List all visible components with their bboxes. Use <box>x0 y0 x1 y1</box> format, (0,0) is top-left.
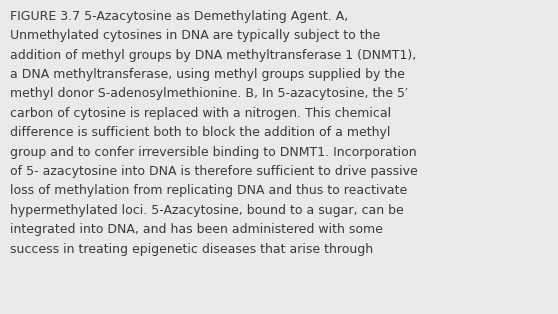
Text: carbon of cytosine is replaced with a nitrogen. This chemical: carbon of cytosine is replaced with a ni… <box>10 107 391 120</box>
Text: Unmethylated cytosines in DNA are typically subject to the: Unmethylated cytosines in DNA are typica… <box>10 30 380 42</box>
Text: methyl donor S-adenosylmethionine. B, In 5-azacytosine, the 5′: methyl donor S-adenosylmethionine. B, In… <box>10 88 408 100</box>
Text: FIGURE 3.7 5-Azacytosine as Demethylating Agent. A,: FIGURE 3.7 5-Azacytosine as Demethylatin… <box>10 10 348 23</box>
Text: difference is sufficient both to block the addition of a methyl: difference is sufficient both to block t… <box>10 126 391 139</box>
Text: a DNA methyltransferase, using methyl groups supplied by the: a DNA methyltransferase, using methyl gr… <box>10 68 405 81</box>
Text: group and to confer irreversible binding to DNMT1. Incorporation: group and to confer irreversible binding… <box>10 146 417 159</box>
Text: integrated into DNA, and has been administered with some: integrated into DNA, and has been admini… <box>10 223 383 236</box>
Text: loss of methylation from replicating DNA and thus to reactivate: loss of methylation from replicating DNA… <box>10 184 407 198</box>
Text: hypermethylated loci. 5-Azacytosine, bound to a sugar, can be: hypermethylated loci. 5-Azacytosine, bou… <box>10 204 404 217</box>
Text: of 5- azacytosine into DNA is therefore sufficient to drive passive: of 5- azacytosine into DNA is therefore … <box>10 165 418 178</box>
Text: addition of methyl groups by DNA methyltransferase 1 (DNMT1),: addition of methyl groups by DNA methylt… <box>10 49 416 62</box>
Text: success in treating epigenetic diseases that arise through: success in treating epigenetic diseases … <box>10 242 373 256</box>
